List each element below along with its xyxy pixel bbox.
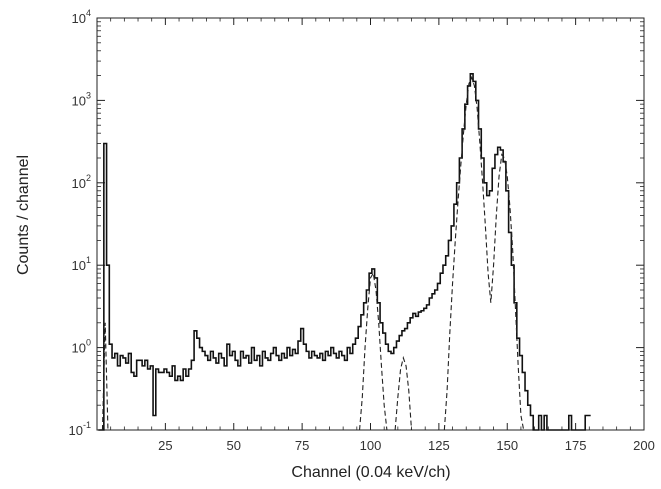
- x-tick-label: 200: [633, 438, 655, 453]
- x-axis-title: Channel (0.04 keV/ch): [291, 464, 450, 481]
- x-tick-label: 125: [428, 438, 450, 453]
- x-tick-label: 25: [158, 438, 172, 453]
- y-tick-label: 103: [72, 90, 91, 108]
- plot-frame: [96, 17, 645, 431]
- x-tick-label: 100: [360, 438, 382, 453]
- series-layer: [98, 73, 591, 431]
- x-tick-label: 175: [565, 438, 587, 453]
- series-solid-line: [98, 73, 591, 431]
- series-dashed-line: [101, 75, 525, 431]
- axes: 25 50 75 100 125 150 175 200 10-1 100 101 102 103 104: [69, 8, 655, 453]
- y-tick-label: 102: [72, 173, 91, 191]
- y-tick-label: 100: [72, 338, 91, 356]
- y-tick-label: 104: [72, 8, 91, 26]
- x-tick-label: 150: [496, 438, 518, 453]
- y-tick-label: 10-1: [69, 420, 91, 438]
- y-axis-title: Counts / channel: [15, 155, 32, 275]
- y-tick-label: 101: [72, 255, 91, 273]
- x-tick-label: 75: [295, 438, 309, 453]
- x-tick-label: 50: [227, 438, 241, 453]
